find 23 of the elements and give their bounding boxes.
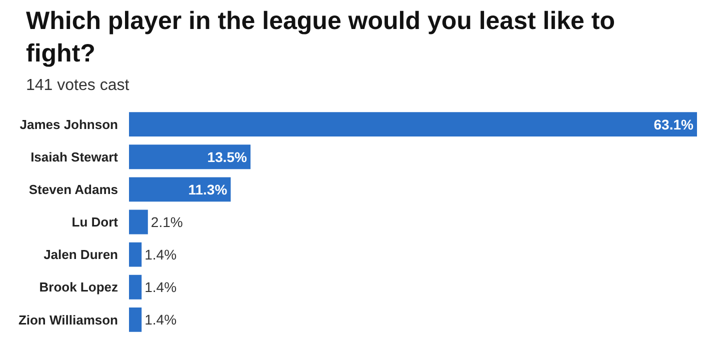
y-tick-label: Lu Dort xyxy=(72,214,119,230)
y-tick-label: Zion Williamson xyxy=(18,312,118,328)
bar xyxy=(129,177,231,202)
y-tick-label: James Johnson xyxy=(20,116,118,132)
data-label: 1.4% xyxy=(144,246,177,263)
y-tick-label: Isaiah Stewart xyxy=(30,149,119,164)
y-tick-label: Steven Adams xyxy=(28,182,118,197)
data-label: 11.3% xyxy=(188,181,228,198)
y-tick-label: Jalen Duren xyxy=(44,247,118,262)
y-tick-label: Brook Lopez xyxy=(39,280,118,295)
bar xyxy=(129,144,251,170)
bar xyxy=(129,308,142,332)
data-label: 1.4% xyxy=(144,279,177,296)
bar xyxy=(129,112,697,136)
data-label: 13.5% xyxy=(207,148,248,165)
bar xyxy=(129,210,148,234)
data-label: 1.4% xyxy=(144,312,177,328)
bar xyxy=(129,274,142,300)
chart-subtitle: 141 votes cast xyxy=(26,77,130,94)
data-label: 2.1% xyxy=(150,214,183,230)
data-label: 63.1% xyxy=(654,116,694,132)
bar xyxy=(129,242,142,267)
chart-title: Which player in the league would you least like to fight? xyxy=(26,7,616,68)
